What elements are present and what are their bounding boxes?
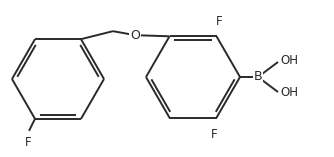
Text: O: O bbox=[130, 29, 140, 42]
Text: OH: OH bbox=[280, 54, 298, 68]
Text: F: F bbox=[211, 128, 218, 141]
Text: F: F bbox=[216, 15, 223, 28]
Text: OH: OH bbox=[280, 87, 298, 100]
Text: F: F bbox=[25, 136, 31, 149]
Text: B: B bbox=[254, 70, 262, 84]
